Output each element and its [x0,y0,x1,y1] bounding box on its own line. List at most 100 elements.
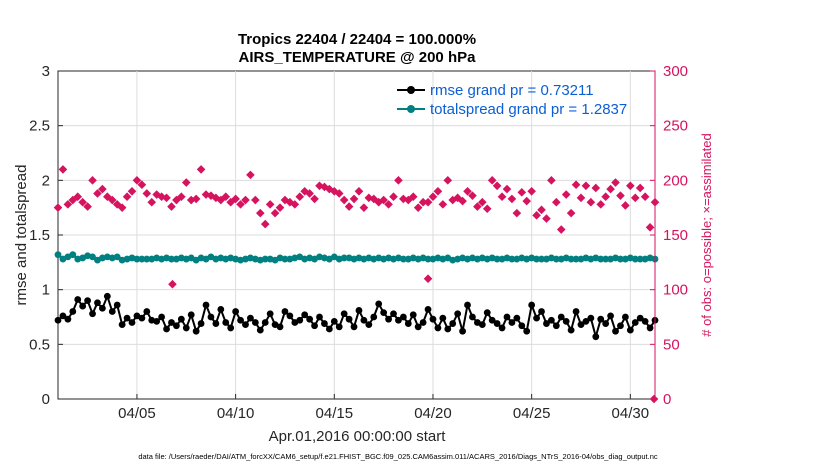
legend-rmse-label: rmse grand pr = 0.73211 [430,82,594,99]
rmse-point [266,310,274,318]
rmse-point [557,313,565,321]
y-left-tick-label-6: 3 [42,63,50,80]
obs-point [344,202,354,211]
y-left-tick-label-5: 2.5 [29,118,50,135]
y-right-tick-label-6: 300 [663,63,688,80]
rmse-point [158,313,166,321]
rmse-point [597,315,605,323]
rmse-point [197,320,205,327]
rmse-point [538,308,545,315]
rmse-point [340,310,348,318]
y-left-tick-label-0: 0 [42,391,50,408]
totalspread-point [340,254,348,262]
obs-point [305,189,314,198]
series-rmse [54,292,659,341]
rmse-point [641,317,649,325]
obs-point [325,184,334,194]
obs-point [191,194,201,204]
obs-point [453,193,462,203]
obs-point [384,200,393,209]
rmse-point [399,313,407,321]
rmse-point [429,315,437,323]
obs-point [290,200,300,209]
obs-point [502,184,512,194]
rmse-point [296,316,304,324]
obs-point-extra [423,274,433,284]
totalspread-point [113,253,121,261]
obs-point [399,194,408,204]
obs-point [438,200,448,209]
rmse-point [355,307,363,314]
rmse-point [424,305,432,313]
y-right-tick-label-0: 0 [663,391,671,408]
rmse-point [168,319,175,326]
rmse-point [370,313,378,321]
rmse-point [311,322,318,330]
obs-point [606,184,615,194]
obs-point [63,200,73,209]
rmse-point [242,321,249,329]
rmse-point [163,325,170,333]
totalspread-point [399,255,407,263]
obs-point [463,186,472,196]
rmse-point [572,308,580,315]
rmse-point [256,326,264,334]
obs-point [107,195,117,205]
rmse-point [84,297,92,304]
obs-point [374,197,384,207]
obs-point [181,178,191,187]
rmse-point [577,321,585,329]
obs-point [255,208,265,218]
x-tick-label-3: 04/20 [414,405,452,422]
obs-point [147,197,157,207]
rmse-point [64,315,72,323]
obs-point [586,197,596,207]
rmse-point [138,314,146,322]
rmse-point [113,301,121,309]
totalspread-point [552,255,560,263]
obs-point [354,186,364,196]
rmse-point [543,320,550,327]
obs-point [408,192,418,202]
obs-point [468,191,477,200]
chart-title: Tropics 22404 / 22404 = 100.000% [238,31,476,48]
totalspread-point [508,255,516,263]
obs-point [616,191,625,200]
obs-point [137,180,147,190]
x-tick-label-5: 04/30 [612,405,650,422]
rmse-point [533,314,540,322]
obs-point [487,176,497,185]
obs-point [497,192,507,202]
rmse-point [636,314,644,322]
obs-point [315,181,324,191]
rmse-point [631,319,639,326]
rmse-point [419,319,427,326]
obs-point [127,186,137,196]
obs-point [443,176,453,185]
rmse-point [118,321,126,329]
rmse-point [232,308,240,315]
obs-point [310,194,319,204]
rmse-point [69,308,77,315]
totalspread-point [69,251,77,259]
rmse-point [449,320,457,327]
obs-point [517,188,527,197]
obs-point [93,189,102,198]
rmse-point [503,313,511,321]
obs-point [152,190,161,199]
y-right-tick-label-3: 150 [663,227,688,244]
rmse-point [143,308,151,315]
obs-point [561,190,571,199]
y-axis-right-ticks: 0 50 100 150 200 250 300 [650,63,688,408]
rmse-point [385,315,392,323]
rmse-point [79,302,87,310]
rmse-point [626,326,634,334]
rmse-point [192,327,200,335]
rmse-point [94,299,101,307]
rmse-point [469,313,476,321]
rmse-point [335,323,343,331]
rmse-point [301,311,309,319]
rmse-point [281,308,289,315]
rmse-point [227,324,235,332]
obs-point [556,225,566,234]
